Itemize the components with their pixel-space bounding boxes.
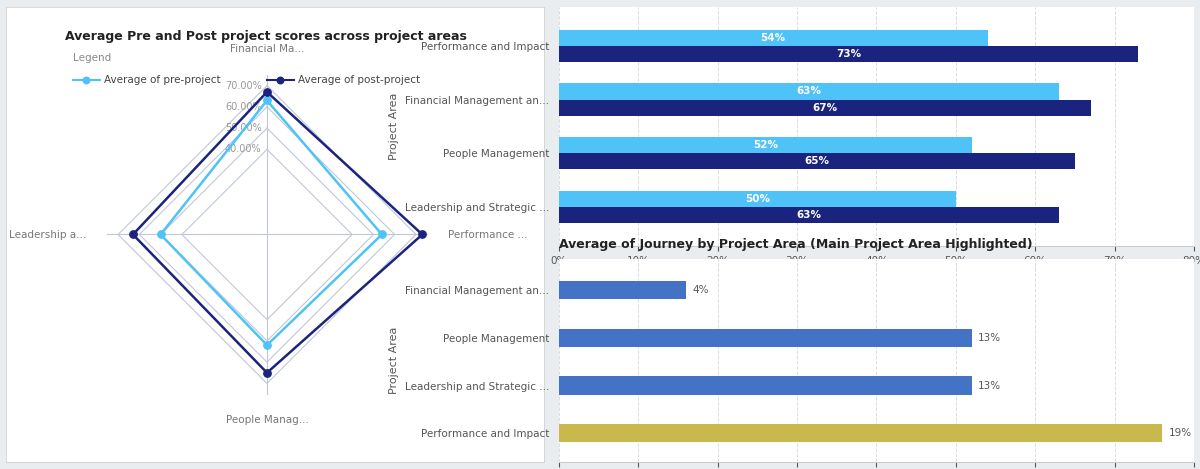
Bar [559,83,1060,99]
Text: People Manag...: People Manag... [226,416,308,425]
Text: 54%: 54% [761,33,786,43]
Point [124,231,143,238]
Text: Leadership a...: Leadership a... [8,229,86,240]
Text: 70.00%: 70.00% [224,81,262,91]
X-axis label: Average of pre-project and Average of post-project: Average of pre-project and Average of po… [734,271,1018,281]
Point [413,231,432,238]
Text: 50%: 50% [745,194,770,204]
Text: 60.00%: 60.00% [226,102,262,112]
Bar [559,191,956,207]
Bar [559,377,972,394]
Text: 67%: 67% [812,103,838,113]
Text: 4%: 4% [692,285,709,295]
Text: 19%: 19% [1169,428,1192,439]
Bar [559,329,972,347]
Point [257,88,276,96]
Point [371,45,390,52]
Text: Average of pre-project: Average of pre-project [104,75,221,85]
Text: Financial Ma...: Financial Ma... [229,44,305,53]
Text: 52%: 52% [752,140,778,150]
Text: Average of post-project: Average of post-project [298,75,420,85]
Text: 50.00%: 50.00% [224,123,262,133]
Text: Average of Journey by Project Area (Main Project Area Highlighted): Average of Journey by Project Area (Main… [559,238,1032,251]
Text: Legend: Legend [73,53,112,63]
Bar [559,281,686,299]
Text: 73%: 73% [836,49,862,59]
Bar [559,424,1163,442]
Bar [559,46,1139,62]
Text: 63%: 63% [797,210,822,220]
Text: 65%: 65% [804,156,829,166]
Bar [559,30,988,46]
Text: Performance ...: Performance ... [448,229,528,240]
Text: 13%: 13% [978,333,1001,343]
Bar [559,99,1091,116]
Point [271,45,290,52]
Bar [559,207,1060,223]
Text: 63%: 63% [797,86,822,97]
Bar [559,153,1075,169]
Y-axis label: Project Area: Project Area [389,327,400,394]
Point [257,341,276,349]
Point [257,97,276,104]
Text: Average Pre and Post project scores across project areas: Average Pre and Post project scores acro… [65,30,467,43]
Point [151,231,170,238]
Point [372,231,391,238]
Text: 13%: 13% [978,380,1001,391]
Y-axis label: Project Area: Project Area [389,93,400,160]
Text: 40.00%: 40.00% [226,144,262,154]
Point [257,369,276,377]
Bar [559,137,972,153]
